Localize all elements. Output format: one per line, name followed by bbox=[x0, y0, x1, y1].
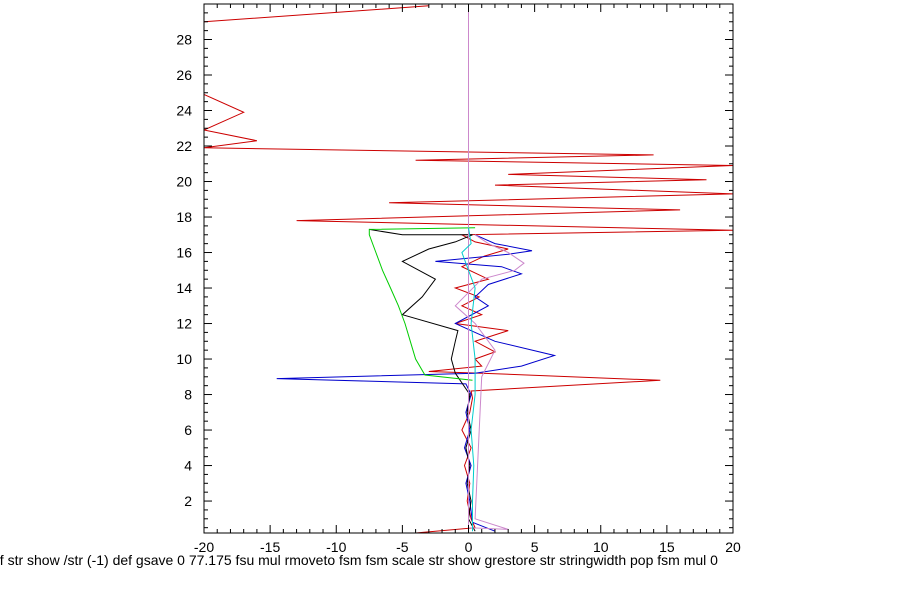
y-tick-label: 2 bbox=[184, 493, 192, 509]
y-tick-label: 18 bbox=[176, 209, 192, 225]
x-tick-label: 5 bbox=[531, 539, 539, 555]
tick-label-layer: -20 -15 -10 -5 0 5 10 15 20246810121416182022242… bbox=[176, 32, 741, 555]
x-tick-label: -20 bbox=[194, 539, 214, 555]
series-line-cyan bbox=[461, 227, 476, 532]
x-tick-label: 20 bbox=[725, 539, 741, 555]
y-tick-label: 8 bbox=[184, 387, 192, 403]
y-tick-label: 24 bbox=[176, 103, 192, 119]
x-tick-label: 10 bbox=[593, 539, 609, 555]
series-layer bbox=[204, 4, 733, 533]
x-tick-label: 0 bbox=[465, 539, 473, 555]
y-tick-label: 26 bbox=[176, 67, 192, 83]
y-tick-label: 14 bbox=[176, 280, 192, 296]
y-tick-label: 20 bbox=[176, 174, 192, 190]
x-tick-label: -15 bbox=[260, 539, 280, 555]
y-tick-label: 12 bbox=[176, 316, 192, 332]
y-tick-label: 6 bbox=[184, 422, 192, 438]
x-tick-label: -10 bbox=[326, 539, 346, 555]
series-line-violet bbox=[454, 4, 525, 533]
axis-layer bbox=[203, 3, 734, 534]
y-tick-label: 22 bbox=[176, 138, 192, 154]
postscript-error-text-content: ef str show /str (-1) def gsave 0 77.175… bbox=[0, 552, 718, 568]
series-line-green bbox=[368, 227, 476, 381]
x-tick-label: -5 bbox=[396, 539, 409, 555]
y-tick-label: 4 bbox=[184, 458, 192, 474]
y-tick-label: 10 bbox=[176, 351, 192, 367]
postscript-error-text: ef str show /str (-1) def gsave 0 77.175… bbox=[0, 552, 900, 574]
y-tick-label: 16 bbox=[176, 245, 192, 261]
y-tick-label: 28 bbox=[176, 32, 192, 48]
x-tick-label: 15 bbox=[659, 539, 675, 555]
